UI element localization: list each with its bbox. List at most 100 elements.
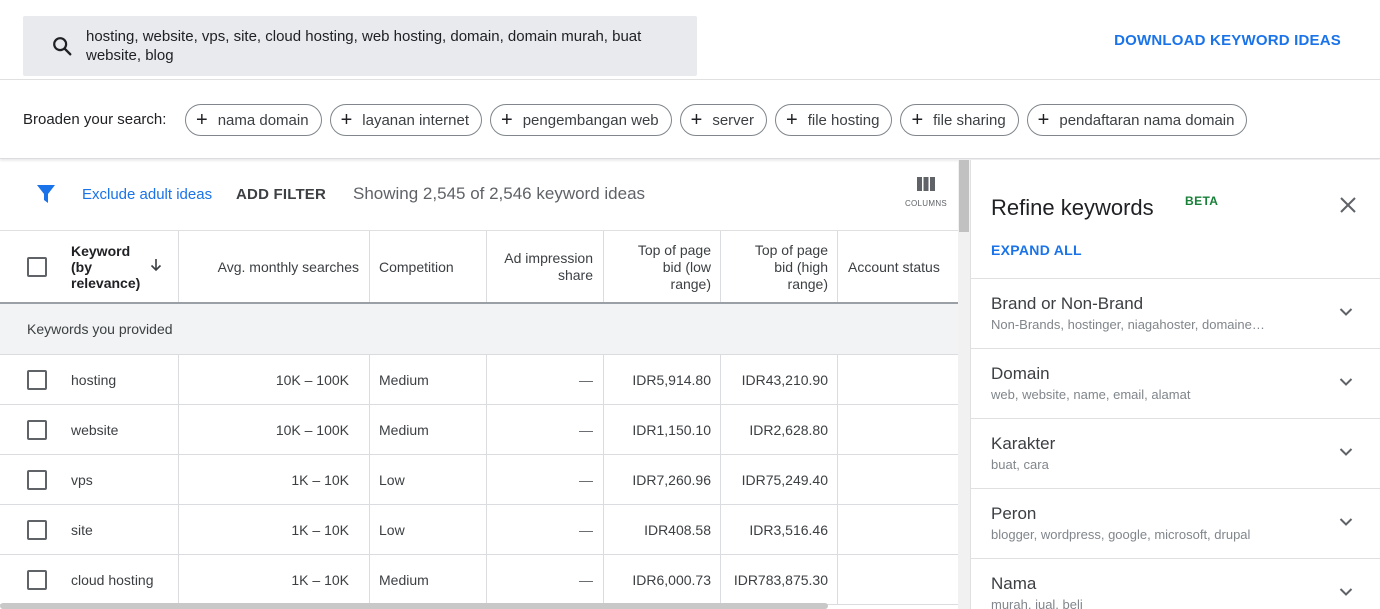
expand-all-button[interactable]: EXPAND ALL bbox=[991, 242, 1082, 258]
top-bid-high-header-line: Top of page bbox=[754, 241, 828, 258]
keyword-cell: hosting bbox=[71, 371, 117, 388]
row-checkbox[interactable] bbox=[27, 569, 47, 590]
competition-header[interactable]: Competition bbox=[379, 259, 454, 275]
download-keyword-ideas-button[interactable]: DOWNLOAD KEYWORD IDEAS bbox=[1114, 32, 1341, 49]
avg-monthly-searches-cell: 1K – 10K bbox=[291, 571, 349, 588]
column-divider bbox=[178, 455, 179, 504]
broaden-chip[interactable]: + pendaftaran nama domain bbox=[1026, 104, 1248, 136]
chevron-down-icon[interactable] bbox=[1339, 447, 1353, 457]
close-icon[interactable] bbox=[1338, 195, 1358, 215]
exclude-adult-ideas-filter[interactable]: Exclude adult ideas bbox=[82, 186, 213, 203]
table-header: Keyword (by relevance) Avg. monthly sear… bbox=[0, 230, 958, 304]
vertical-scrollbar-thumb[interactable] bbox=[959, 160, 969, 232]
top-bid-low-header-line: Top of page bbox=[637, 241, 711, 258]
top-bid-low-cell: IDR5,914.80 bbox=[632, 371, 711, 388]
top-bid-high-cell: IDR43,210.90 bbox=[741, 371, 828, 388]
top-bid-low-header[interactable]: Top of page bid (low range) bbox=[603, 231, 711, 303]
account-status-header[interactable]: Account status bbox=[848, 259, 940, 275]
top-bid-high-header[interactable]: Top of page bid (high range) bbox=[720, 231, 828, 303]
ad-impression-share-cell: — bbox=[579, 421, 593, 438]
top-bid-high-cell: IDR2,628.80 bbox=[749, 421, 828, 438]
row-checkbox[interactable] bbox=[27, 469, 47, 490]
column-divider bbox=[603, 355, 604, 404]
columns-button[interactable]: COLUMNS bbox=[902, 177, 950, 208]
refine-category-item[interactable]: Brand or Non-Brand Non-Brands, hostinger… bbox=[971, 278, 1380, 348]
top-bid-low-cell: IDR408.58 bbox=[644, 521, 711, 538]
broaden-chip[interactable]: + server bbox=[679, 104, 768, 136]
refine-category-item[interactable]: Karakter buat, cara bbox=[971, 418, 1380, 488]
refine-keywords-panel: Refine keywords BETA EXPAND ALL Brand or… bbox=[970, 160, 1380, 609]
table-row[interactable]: vps 1K – 10K Low — IDR7,260.96 IDR75,249… bbox=[0, 455, 958, 505]
refine-category-item[interactable]: Peron blogger, wordpress, google, micros… bbox=[971, 488, 1380, 558]
competition-cell: Medium bbox=[379, 371, 429, 388]
broaden-chip[interactable]: + file hosting bbox=[775, 104, 893, 136]
keyword-column-header[interactable]: Keyword (by relevance) bbox=[71, 231, 171, 303]
add-filter-button[interactable]: ADD FILTER bbox=[236, 186, 327, 203]
column-divider bbox=[369, 405, 370, 454]
table-row[interactable]: hosting 10K – 100K Medium — IDR5,914.80 … bbox=[0, 355, 958, 405]
table-row[interactable]: cloud hosting 1K – 10K Medium — IDR6,000… bbox=[0, 555, 958, 605]
column-divider bbox=[837, 455, 838, 504]
broaden-chip[interactable]: + nama domain bbox=[185, 104, 322, 136]
select-all-cell bbox=[27, 231, 47, 303]
top-search-bar: hosting, website, vps, site, cloud hosti… bbox=[0, 0, 1380, 80]
search-query-text[interactable]: hosting, website, vps, site, cloud hosti… bbox=[86, 28, 642, 64]
select-all-checkbox[interactable] bbox=[27, 257, 47, 277]
chevron-down-icon[interactable] bbox=[1339, 517, 1353, 527]
column-divider bbox=[486, 455, 487, 504]
horizontal-scrollbar[interactable] bbox=[0, 603, 828, 609]
column-divider bbox=[369, 231, 370, 302]
filter-icon[interactable] bbox=[36, 183, 56, 205]
top-bid-low-cell: IDR1,150.10 bbox=[632, 421, 711, 438]
competition-cell: Medium bbox=[379, 571, 429, 588]
chevron-down-icon[interactable] bbox=[1339, 587, 1353, 597]
columns-icon bbox=[917, 177, 935, 191]
chip-label: layanan internet bbox=[362, 111, 470, 129]
column-divider bbox=[837, 555, 838, 604]
broaden-chip[interactable]: + layanan internet bbox=[329, 104, 483, 136]
broaden-chip[interactable]: + file sharing bbox=[900, 104, 1019, 136]
avg-monthly-searches-cell: 1K – 10K bbox=[291, 521, 349, 538]
column-divider bbox=[486, 505, 487, 554]
row-checkbox[interactable] bbox=[27, 419, 47, 440]
row-checkbox[interactable] bbox=[27, 519, 47, 540]
column-divider bbox=[486, 231, 487, 302]
keyword-cell: vps bbox=[71, 471, 93, 488]
keyword-search-box[interactable]: hosting, website, vps, site, cloud hosti… bbox=[23, 16, 697, 76]
column-divider bbox=[486, 555, 487, 604]
row-checkbox[interactable] bbox=[27, 369, 47, 390]
refine-category-name: Nama bbox=[991, 574, 1037, 593]
keyword-header-sort-1: (by bbox=[71, 259, 92, 275]
broaden-chip[interactable]: + pengembangan web bbox=[490, 104, 672, 136]
results-count: Showing 2,545 of 2,546 keyword ideas bbox=[353, 184, 646, 203]
chevron-down-icon[interactable] bbox=[1339, 377, 1353, 387]
chevron-down-icon[interactable] bbox=[1339, 307, 1353, 317]
row-checkbox-cell bbox=[27, 405, 47, 454]
refine-category-item[interactable]: Nama murah, jual, beli bbox=[971, 558, 1380, 609]
column-divider bbox=[369, 505, 370, 554]
column-divider bbox=[720, 405, 721, 454]
table-row[interactable]: website 10K – 100K Medium — IDR1,150.10 … bbox=[0, 405, 958, 455]
top-bid-high-header-line: bid (high bbox=[774, 258, 828, 275]
ad-impression-header-line: Ad impression bbox=[504, 250, 593, 266]
ad-impression-share-cell: — bbox=[579, 471, 593, 488]
section-label: Keywords you provided bbox=[27, 321, 173, 337]
column-divider bbox=[178, 355, 179, 404]
filter-bar: Exclude adult ideas ADD FILTER Showing 2… bbox=[0, 160, 958, 230]
column-divider bbox=[178, 555, 179, 604]
avg-monthly-searches-header[interactable]: Avg. monthly searches bbox=[217, 259, 359, 275]
keyword-header-text: Keyword (by relevance) bbox=[71, 243, 140, 291]
top-bid-high-header-line: range) bbox=[787, 275, 828, 292]
chip-label: file sharing bbox=[933, 111, 1006, 129]
row-checkbox-cell bbox=[27, 505, 47, 554]
column-divider bbox=[720, 505, 721, 554]
vertical-scrollbar[interactable] bbox=[958, 160, 970, 609]
table-row[interactable]: site 1K – 10K Low — IDR408.58 IDR3,516.4… bbox=[0, 505, 958, 555]
ad-impression-share-header[interactable]: Ad impression share bbox=[486, 231, 593, 303]
column-divider bbox=[837, 405, 838, 454]
row-checkbox-cell bbox=[27, 355, 47, 404]
top-bid-low-header-line: range) bbox=[670, 275, 711, 292]
top-bid-low-cell: IDR6,000.73 bbox=[632, 571, 711, 588]
competition-cell: Low bbox=[379, 521, 405, 538]
refine-category-item[interactable]: Domain web, website, name, email, alamat bbox=[971, 348, 1380, 418]
